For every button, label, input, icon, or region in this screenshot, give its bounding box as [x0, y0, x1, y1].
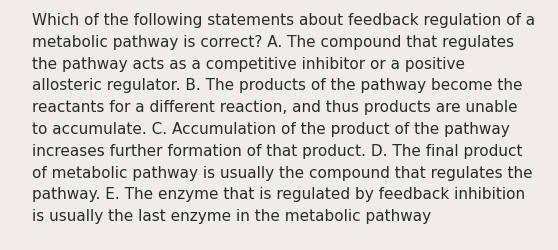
Text: pathway. E. The enzyme that is regulated by feedback inhibition: pathway. E. The enzyme that is regulated… — [32, 187, 525, 202]
Text: of metabolic pathway is usually the compound that regulates the: of metabolic pathway is usually the comp… — [32, 165, 533, 180]
Text: is usually the last enzyme in the metabolic pathway: is usually the last enzyme in the metabo… — [32, 208, 431, 223]
Text: allosteric regulator. B. The products of the pathway become the: allosteric regulator. B. The products of… — [32, 78, 522, 93]
Text: metabolic pathway is correct? A. The compound that regulates: metabolic pathway is correct? A. The com… — [32, 35, 514, 50]
Text: the pathway acts as a competitive inhibitor or a positive: the pathway acts as a competitive inhibi… — [32, 56, 465, 71]
Text: increases further formation of that product. D. The final product: increases further formation of that prod… — [32, 143, 522, 158]
Text: Which of the following statements about feedback regulation of a: Which of the following statements about … — [32, 13, 535, 28]
Text: reactants for a different reaction, and thus products are unable: reactants for a different reaction, and … — [32, 100, 518, 115]
Text: to accumulate. C. Accumulation of the product of the pathway: to accumulate. C. Accumulation of the pr… — [32, 122, 510, 136]
